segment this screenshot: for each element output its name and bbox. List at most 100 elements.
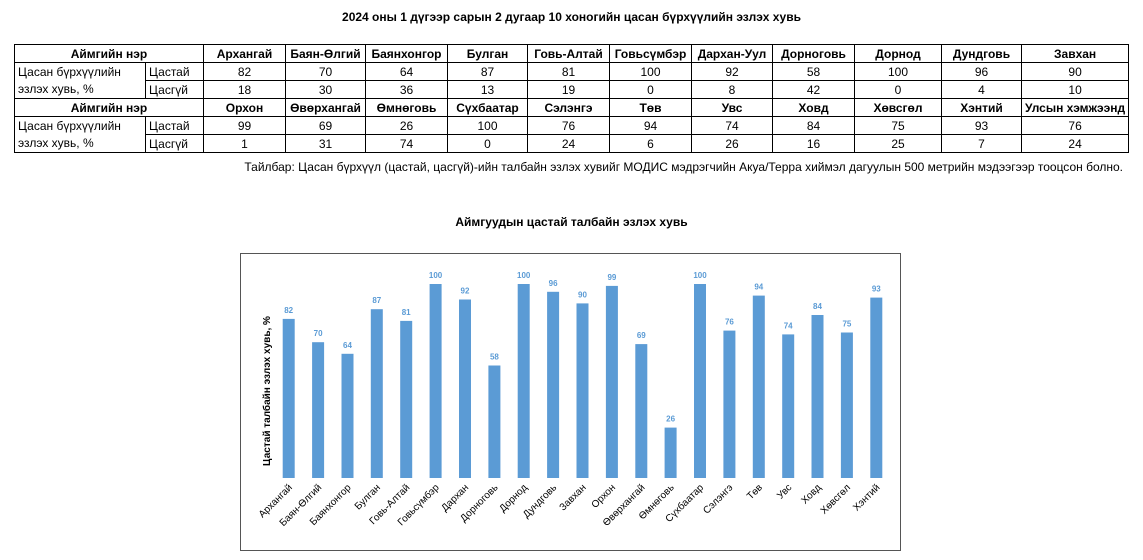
table-cell-nosnow: 4 [941,80,1022,99]
table-aimag-name: Хөвсгөл [854,98,942,117]
table-cell-snow: 69 [285,116,366,135]
data-label: 75 [842,320,851,329]
table-cell-snow: 99 [203,116,286,135]
table-cell-snow: 75 [854,116,942,135]
table-aimag-name: Сэлэнгэ [527,98,610,117]
table-aimag-name: Орхон [203,98,286,117]
table-row-label: Цасан бүрхүүлийн [14,62,146,81]
footnote: Тайлбар: Цасан бүрхүүл (цастай, цасгүй)-… [244,160,1123,174]
data-label: 90 [578,290,587,299]
bar [341,353,354,478]
bar [870,297,883,478]
table-aimag-name: Завхан [1020,44,1130,63]
table-cell-snow: 92 [691,62,773,81]
table-aimag-name: Архангай [203,44,286,63]
table-aimag-name: Улсын хэмжээнд [1020,98,1130,117]
bar-chart: Цастай талбайн эзлэх хувь, %82Архангай70… [257,271,883,529]
table-cell-nosnow: 0 [854,80,942,99]
bar [459,299,471,478]
table-snow-label: Цастай [145,116,204,135]
table-cell-snow: 90 [1020,62,1130,81]
bar [723,330,736,478]
x-tick-label: Ховд [799,482,823,506]
bar [664,427,677,478]
table-cell-snow: 81 [527,62,610,81]
table-snow-label: Цастай [145,62,204,81]
page-title: 2024 оны 1 дүгээр сарын 2 дугаар 10 хоно… [342,10,801,24]
bar [635,344,648,478]
data-label: 82 [284,306,293,315]
x-tick-label: Увс [775,482,794,501]
table-aimag-name: Өмнөговь [365,98,448,117]
table-cell-nosnow: 24 [527,134,610,153]
table-cell-snow: 100 [447,116,528,135]
table-aimag-name: Өвөрхангай [285,98,366,117]
table-header-label: Аймгийн нэр [14,98,204,117]
data-label: 100 [429,271,443,280]
coverage-table: Аймгийн нэр Архангай Баян-Өлгий Баянхонгор Б… [14,44,1130,153]
bar [547,291,560,478]
data-label: 58 [490,353,499,362]
table-cell-snow: 70 [285,62,366,81]
table-aimag-name: Говьсүмбэр [609,44,692,63]
table-cell-nosnow: 42 [772,80,855,99]
table-row-label: эзлэх хувь, % [14,80,146,99]
table-aimag-name: Ховд [772,98,855,117]
table-cell-nosnow: 0 [447,134,528,153]
bar [605,285,618,478]
table-aimag-name: Төв [609,98,692,117]
table-cell-nosnow: 19 [527,80,610,99]
table-cell-nosnow: 0 [609,80,692,99]
bar [429,284,442,478]
table-cell-nosnow: 24 [1020,134,1130,153]
table-cell-snow: 100 [609,62,692,81]
y-axis-label: Цастай талбайн эзлэх хувь, % [261,316,273,466]
data-label: 84 [813,302,822,311]
data-label: 93 [872,285,881,294]
bar [782,334,795,478]
data-label: 81 [402,308,411,317]
table-cell-snow: 74 [691,116,773,135]
data-label: 96 [549,279,558,288]
data-label: 74 [784,321,793,330]
data-label: 70 [314,329,323,338]
bar [517,284,530,478]
table-aimag-name: Баянхонгор [365,44,448,63]
table-cell-nosnow: 10 [1020,80,1130,99]
table-cell-snow: 76 [527,116,610,135]
table-cell-snow: 82 [203,62,286,81]
table-aimag-name: Дархан-Уул [691,44,773,63]
x-tick-label: Төв [745,482,765,502]
table-cell-snow: 87 [447,62,528,81]
chart-frame: Цастай талбайн эзлэх хувь, % 82 Архангай 70… [240,253,901,551]
table-cell-nosnow: 26 [691,134,773,153]
table-cell-snow: 26 [365,116,448,135]
table-cell-nosnow: 8 [691,80,773,99]
data-label: 69 [637,331,646,340]
bar [694,284,706,478]
table-cell-snow: 84 [772,116,855,135]
x-tick-label: Орхон [590,482,618,510]
table-cell-nosnow: 25 [854,134,942,153]
table-cell-snow: 58 [772,62,855,81]
x-tick-label: Завхан [558,482,589,513]
bar [752,295,765,478]
x-tick-label: Хөвсгөл [819,482,853,516]
table-aimag-name: Баян-Өлгий [285,44,366,63]
data-label: 99 [607,273,616,282]
bar [400,320,413,478]
table-cell-nosnow: 7 [941,134,1022,153]
x-tick-label: Сэлэнгэ [701,482,735,516]
table-cell-nosnow: 13 [447,80,528,99]
table-cell-snow: 93 [941,116,1022,135]
table-aimag-name: Дундговь [941,44,1022,63]
data-label: 87 [372,296,381,305]
table-cell-nosnow: 6 [609,134,692,153]
x-tick-label: Хэнтий [851,482,882,513]
bar [840,332,853,478]
table-cell-nosnow: 36 [365,80,448,99]
bar [576,303,589,478]
table-nosnow-label: Цасгүй [145,80,204,99]
chart-title: Аймгуудын цастай талбайн эзлэх хувь [455,215,688,229]
table-aimag-name: Дорнод [854,44,942,63]
